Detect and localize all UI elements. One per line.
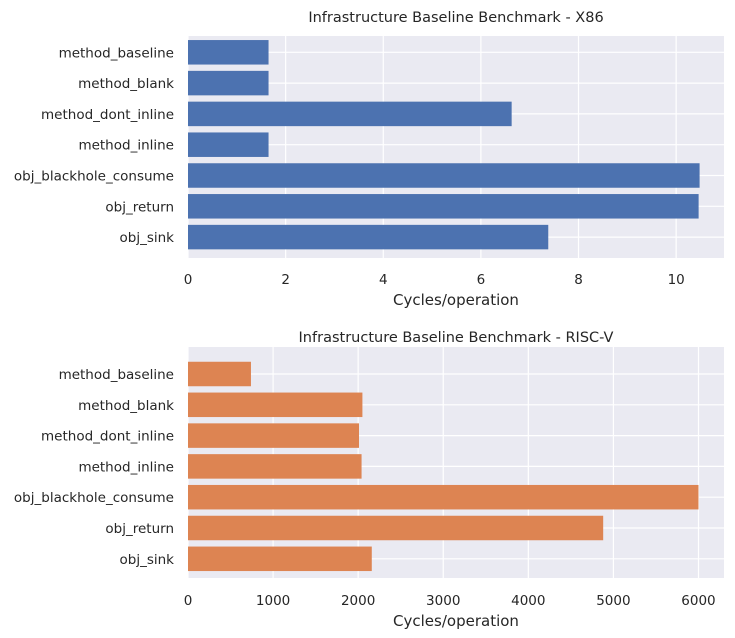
chart-panel-1: method_baseline method_blank method_dont_i… [14, 330, 724, 630]
chart-panel-0: method_baseline method_blank method_dont_i… [14, 10, 724, 309]
y-tick-label: obj_blackhole_consume [14, 169, 174, 185]
x-tick-label: 2 [281, 272, 290, 288]
y-tick-label: method_blank [78, 398, 174, 414]
y-tick-label: method_baseline [59, 45, 174, 61]
bar-obj_blackhole_consume [188, 163, 700, 188]
chart-title: Infrastructure Baseline Benchmark - X86 [308, 10, 603, 26]
y-tick-label: obj_blackhole_consume [14, 490, 174, 506]
x-tick-label: 2000 [341, 593, 375, 609]
x-tick-label: 5000 [596, 593, 630, 609]
bar-method_blank [188, 70, 269, 96]
x-tick-label: 0 [184, 593, 193, 609]
y-tick-label: method_inline [78, 459, 174, 475]
bar-method_blank [188, 392, 363, 418]
y-tick-label: obj_return [105, 521, 174, 537]
bar-method_baseline [188, 40, 269, 65]
x-tick-label: 8 [574, 272, 583, 288]
x-tick-label: 6 [477, 272, 486, 288]
y-tick-label: method_dont_inline [41, 107, 174, 123]
bar-obj_blackhole_consume [188, 484, 699, 510]
y-tick-label: method_dont_inline [41, 429, 174, 445]
y-tick-label: method_baseline [59, 367, 174, 383]
y-tick-label: method_blank [78, 76, 174, 92]
bar-method_dont_inline [188, 101, 512, 127]
bar-obj_return [188, 194, 699, 219]
bar-obj_return [188, 515, 604, 541]
x-tick-label: 4000 [511, 593, 545, 609]
x-tick-label: 6000 [681, 593, 715, 609]
x-axis-label: Cycles/operation [393, 612, 519, 630]
x-tick-label: 10 [668, 272, 685, 288]
y-tick-label: method_inline [78, 138, 174, 154]
bar-method_inline [188, 132, 269, 157]
x-tick-label: 3000 [426, 593, 460, 609]
plot-area [188, 36, 724, 258]
bar-method_inline [188, 454, 362, 479]
chart-title: Infrastructure Baseline Benchmark - RISC… [299, 330, 614, 346]
x-tick-label: 1000 [256, 593, 290, 609]
y-tick-label: obj_return [105, 199, 174, 215]
bar-obj_sink [188, 546, 372, 572]
y-tick-label: obj_sink [120, 552, 175, 568]
bar-method_dont_inline [188, 423, 360, 448]
bar-obj_sink [188, 224, 549, 250]
x-tick-label: 0 [184, 272, 193, 288]
x-tick-label: 4 [379, 272, 388, 288]
bar-method_baseline [188, 361, 251, 387]
x-axis-label: Cycles/operation [393, 291, 519, 309]
y-tick-label: obj_sink [120, 230, 175, 246]
